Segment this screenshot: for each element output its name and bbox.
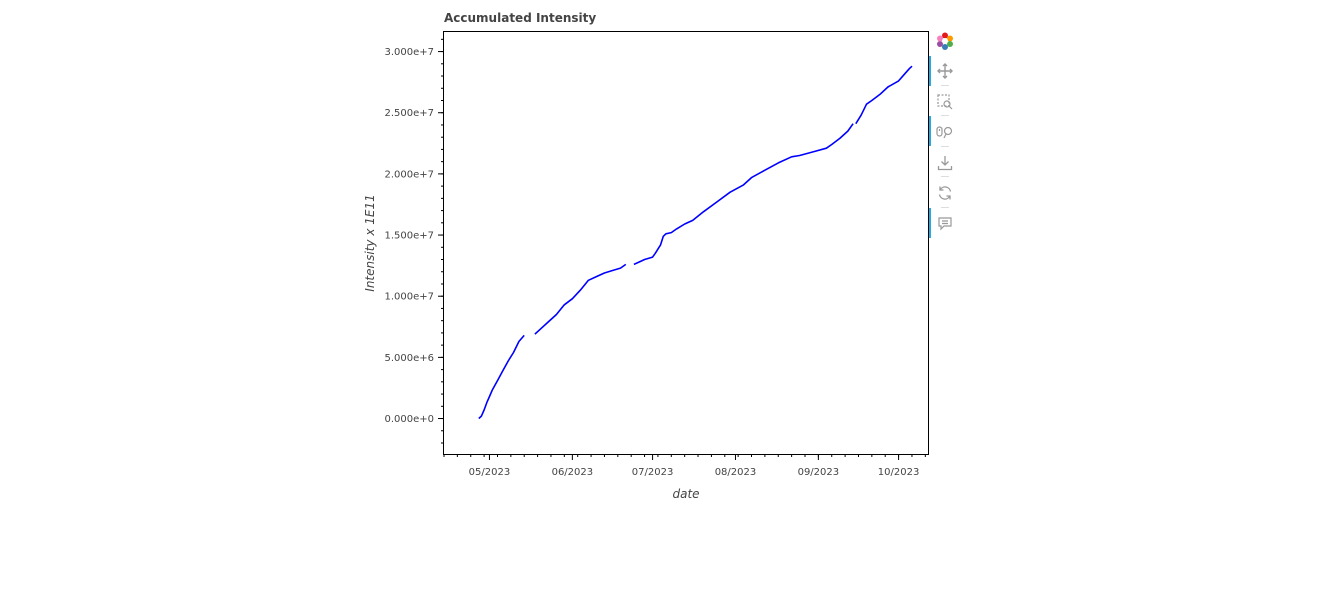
x-tick-label: 10/2023 (878, 467, 920, 478)
reset-icon[interactable] (934, 182, 956, 204)
x-tick-label: 05/2023 (469, 467, 511, 478)
x-axis: 05/2023 06/2023 07/2023 08/2023 09/2023 10/20… (443, 454, 926, 478)
x-tick-label: 08/2023 (715, 467, 757, 478)
chart-title: Accumulated Intensity (444, 11, 596, 25)
bokeh-logo-icon[interactable] (934, 30, 956, 52)
pan-icon[interactable] (934, 60, 956, 82)
y-tick-label: 2.000e+7 (384, 169, 434, 180)
x-tick-label: 06/2023 (552, 467, 594, 478)
x-tick-label: 09/2023 (798, 467, 840, 478)
toolbar-divider (941, 85, 949, 86)
y-axis-label: Intensity x 1E11 (363, 194, 377, 291)
y-tick-label: 2.500e+7 (384, 108, 434, 119)
line-series (478, 65, 913, 420)
y-tick-label: 5.000e+6 (384, 353, 434, 364)
y-tick-label: 1.500e+7 (384, 231, 434, 242)
save-icon[interactable] (934, 152, 956, 174)
x-axis-label: date (672, 487, 699, 501)
toolbar-divider (941, 176, 949, 177)
plot-frame[interactable] (443, 31, 929, 455)
hover-active-marker (929, 208, 931, 238)
y-tick-label: 1.000e+7 (384, 292, 434, 303)
box-zoom-icon[interactable] (934, 91, 956, 113)
x-tick-label: 07/2023 (632, 467, 674, 478)
line-segment-0-1 (534, 263, 627, 335)
y-axis: 0.000e+0 5.000e+6 1.000e+7 1.500e+7 2.000e+7… (384, 38, 444, 444)
line-segment-0-3 (855, 65, 913, 125)
line-segment-0-0 (478, 334, 525, 420)
wheel-zoom-active-marker (929, 116, 931, 146)
wheel-zoom-icon[interactable] (934, 121, 956, 143)
toolbar-divider (941, 115, 949, 116)
hover-icon[interactable] (934, 213, 956, 235)
toolbar-divider (941, 146, 949, 147)
line-segment-0-2 (633, 123, 854, 266)
y-tick-label: 0.000e+0 (384, 414, 434, 425)
y-tick-label: 3.000e+7 (384, 47, 434, 58)
toolbar-divider (941, 207, 949, 208)
pan-active-marker (929, 56, 931, 86)
